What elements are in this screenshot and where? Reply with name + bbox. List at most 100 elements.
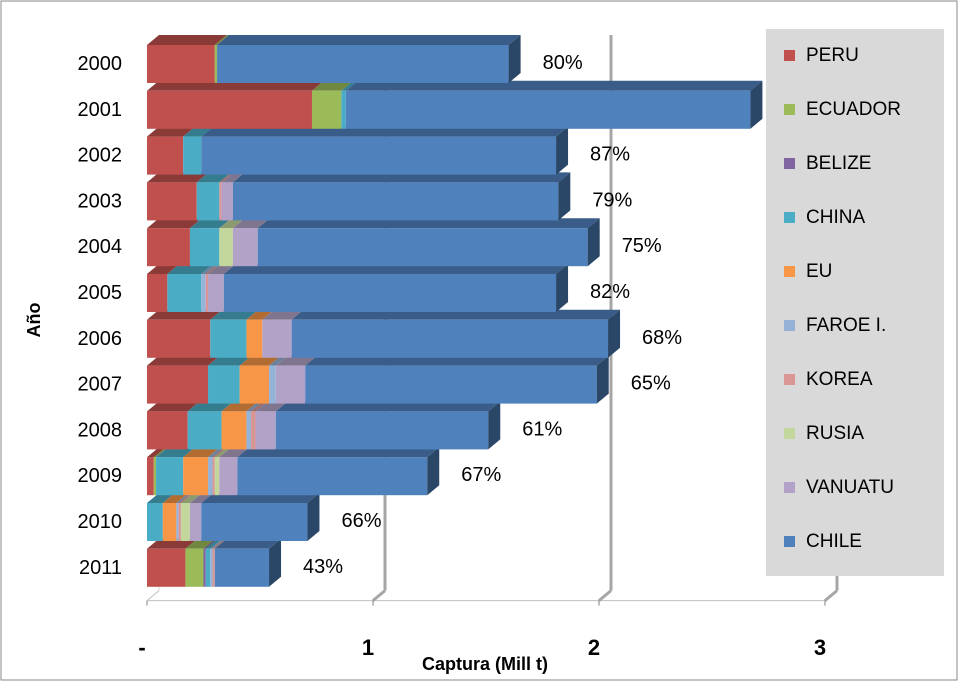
bar-segment-top: [237, 447, 440, 458]
bar-segment: [237, 457, 428, 496]
bar-segment: [147, 319, 211, 358]
bar-segment-top: [214, 447, 232, 458]
bar-segment-top: [255, 401, 288, 412]
bar-segment-top: [275, 355, 318, 366]
bar-segment: [147, 182, 197, 221]
bar-segment-top: [176, 493, 191, 503]
percent-label: 66%: [341, 510, 381, 532]
bar-segment-top: [203, 538, 218, 549]
bar-segment-top: [147, 126, 196, 137]
bar-segment-top: [208, 355, 252, 366]
legend-swatch: [784, 158, 795, 169]
legend-label: EU: [806, 261, 832, 282]
x-tick-label: 1: [362, 635, 374, 660]
bar-segment-top: [147, 35, 227, 45]
x-tick-label: 2: [588, 635, 600, 660]
bar-segment: [201, 136, 557, 175]
legend-swatch: [784, 536, 795, 547]
bar-segment-top: [210, 309, 259, 320]
x-axis-label: Captura (Mill t): [422, 654, 548, 674]
bar-segment: [217, 45, 509, 83]
percent-label: 82%: [590, 281, 630, 303]
bar-side: [307, 493, 320, 541]
bar-segment-top: [178, 493, 193, 503]
bar-segment-top: [201, 264, 218, 274]
gridline-floor: [598, 589, 612, 602]
percent-label: 75%: [622, 235, 662, 257]
legend-label: RUSIA: [806, 423, 864, 444]
x-tick-label: 3: [814, 635, 826, 660]
bar-segment-top: [212, 447, 227, 458]
gridline-floor: [372, 589, 386, 602]
bar-segment: [223, 274, 557, 312]
bar-segment-top: [291, 309, 621, 320]
y-axis-ticks: 2011 2010 2009 2008 2007 2006 2005 2004 2003 2002…: [78, 53, 123, 579]
bar-segment: [232, 228, 258, 267]
bar-segment-top: [223, 264, 569, 274]
bar-segment-top: [147, 218, 202, 229]
y-tick-label: 2002: [78, 145, 123, 167]
bar-segment-top: [180, 493, 202, 503]
legend-label: CHILE: [806, 531, 862, 552]
bar-segment: [162, 503, 177, 541]
bar-side: [608, 309, 621, 358]
bar-segment-top: [262, 309, 304, 320]
percent-label: 67%: [461, 464, 501, 486]
bar-segment-top: [185, 538, 216, 549]
bar-segment: [147, 503, 163, 541]
y-tick-label: 2008: [78, 419, 123, 441]
legend-label: VANUATU: [806, 477, 894, 498]
bar-segment: [153, 457, 157, 496]
legend-label: FAROE I.: [806, 315, 886, 336]
bar-segment: [203, 548, 206, 587]
bar-side: [427, 447, 440, 496]
bar-segment-top: [156, 447, 196, 458]
bar-segment-top: [221, 401, 259, 412]
bar-segment: [189, 503, 202, 541]
bar-side: [750, 80, 763, 129]
bar-segment-top: [232, 172, 571, 183]
bar-segment: [250, 411, 256, 450]
legend-swatch: [784, 266, 795, 277]
bar-side: [508, 35, 521, 83]
y-tick-label: 2006: [78, 328, 123, 350]
bar-segment: [147, 548, 186, 587]
bar-segment: [291, 319, 609, 358]
legend-label: BELIZE: [806, 153, 871, 174]
bar-segment: [147, 45, 215, 83]
bar-segment: [147, 228, 190, 267]
bar-segment: [214, 548, 270, 587]
y-tick-label: 2000: [78, 53, 123, 75]
bar-segment: [156, 457, 184, 496]
bar-segment-top: [269, 355, 288, 366]
bar-segment: [239, 365, 270, 404]
legend-swatch: [784, 50, 795, 61]
bar-segment-top: [201, 126, 569, 137]
bar-segment-top: [147, 401, 200, 412]
y-tick-label: 2004: [78, 236, 123, 258]
bar-segment-top: [183, 447, 221, 458]
bar-segment-top: [246, 401, 263, 412]
bar-segment: [178, 503, 181, 541]
bar-segment: [219, 457, 238, 496]
bar-segment: [201, 503, 308, 541]
bar-segment: [147, 411, 188, 450]
bar-segment-top: [147, 264, 180, 274]
bar-segment-top: [250, 401, 268, 412]
bar-segment: [341, 90, 346, 129]
legend-box: [766, 29, 944, 576]
y-tick-label: 2005: [78, 282, 123, 304]
bar-segment-top: [232, 218, 270, 229]
bar-segment-top: [205, 538, 223, 549]
bar-segment-top: [305, 355, 609, 366]
gridline-floor: [824, 589, 838, 602]
bar-segment: [246, 411, 251, 450]
bar-segment: [205, 274, 209, 312]
y-tick-label: 2007: [78, 374, 123, 396]
bar-segment-top: [208, 447, 225, 458]
bar-segment-top: [167, 264, 214, 274]
percent-label: 61%: [522, 418, 562, 440]
bar-side: [596, 355, 609, 404]
bar-segment: [212, 457, 215, 496]
